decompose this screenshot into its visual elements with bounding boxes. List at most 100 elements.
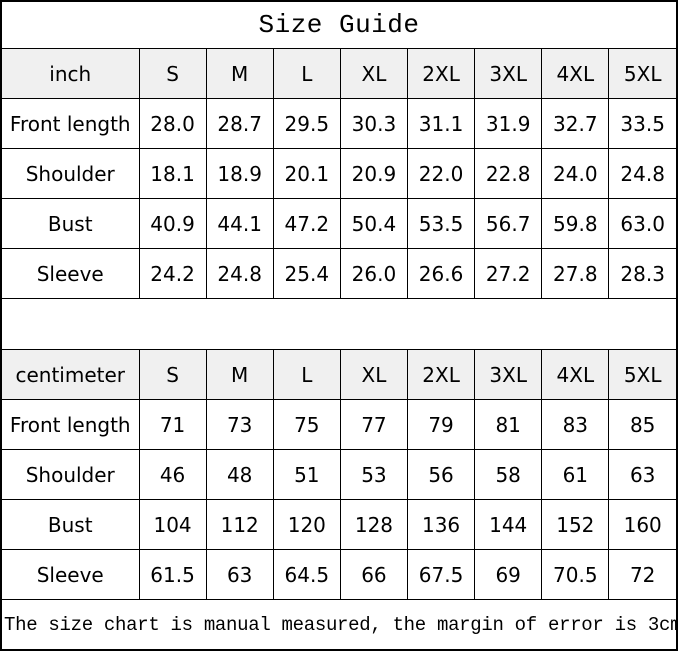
table-row: Bust 104 112 120 128 136 144 152 160 — [2, 499, 676, 550]
table-cell: 61.5 — [138, 549, 207, 600]
table-row: Front length 71 73 75 77 79 81 83 85 — [2, 399, 676, 450]
table-cell: 73 — [205, 399, 274, 450]
table-cell: 67.5 — [406, 549, 476, 600]
unit-header-cell: centimeter — [2, 349, 140, 400]
centimeter-table: centimeter S M L XL 2XL 3XL 4XL 5XL Fron… — [2, 349, 676, 600]
table-cell: 47.2 — [272, 198, 341, 249]
table-cell: 71 — [138, 399, 207, 450]
size-header-cell: 3XL — [474, 349, 543, 400]
table-cell: 25.4 — [272, 248, 341, 299]
row-label: Bust — [2, 499, 140, 550]
table-cell: 61 — [541, 449, 610, 500]
row-label: Shoulder — [2, 449, 140, 500]
table-cell: 85 — [608, 399, 676, 450]
table-spacer — [2, 299, 676, 349]
table-cell: 160 — [608, 499, 676, 550]
table-cell: 58 — [474, 449, 543, 500]
size-header-cell: L — [272, 349, 341, 400]
table-cell: 51 — [272, 449, 341, 500]
row-label: Sleeve — [2, 248, 140, 299]
table-cell: 18.9 — [205, 148, 274, 199]
table-cell: 79 — [406, 399, 476, 450]
table-cell: 27.8 — [541, 248, 610, 299]
table-cell: 28.7 — [205, 98, 274, 149]
table-cell: 24.2 — [138, 248, 207, 299]
size-header-cell: L — [272, 48, 341, 99]
table-cell: 104 — [138, 499, 207, 550]
table-cell: 75 — [272, 399, 341, 450]
size-header-cell: S — [138, 48, 207, 99]
table-cell: 63 — [205, 549, 274, 600]
table-cell: 83 — [541, 399, 610, 450]
table-cell: 63.0 — [608, 198, 676, 249]
inch-header-row: inch S M L XL 2XL 3XL 4XL 5XL — [2, 48, 676, 99]
table-cell: 53 — [339, 449, 409, 500]
table-cell: 30.3 — [339, 98, 409, 149]
footer-note: The size chart is manual measured, the m… — [4, 613, 676, 636]
size-header-cell: 2XL — [406, 48, 476, 99]
size-header-cell: 5XL — [608, 349, 676, 400]
table-cell: 120 — [272, 499, 341, 550]
table-cell: 50.4 — [339, 198, 409, 249]
size-header-cell: 4XL — [541, 48, 610, 99]
table-cell: 33.5 — [608, 98, 676, 149]
size-header-cell: 5XL — [608, 48, 676, 99]
table-cell: 69 — [474, 549, 543, 600]
size-header-cell: M — [205, 349, 274, 400]
table-cell: 64.5 — [272, 549, 341, 600]
table-cell: 20.1 — [272, 148, 341, 199]
table-row: Bust 40.9 44.1 47.2 50.4 53.5 56.7 59.8 … — [2, 198, 676, 249]
row-label: Front length — [2, 399, 140, 450]
table-cell: 32.7 — [541, 98, 610, 149]
page-title: Size Guide — [258, 10, 420, 40]
table-cell: 26.6 — [406, 248, 476, 299]
table-cell: 24.8 — [608, 148, 676, 199]
row-label: Front length — [2, 98, 140, 149]
table-cell: 28.0 — [138, 98, 207, 149]
table-cell: 56 — [406, 449, 476, 500]
unit-header-cell: inch — [2, 48, 140, 99]
table-cell: 46 — [138, 449, 207, 500]
table-cell: 152 — [541, 499, 610, 550]
size-header-cell: M — [205, 48, 274, 99]
row-label: Bust — [2, 198, 140, 249]
table-cell: 81 — [474, 399, 543, 450]
table-row: Front length 28.0 28.7 29.5 30.3 31.1 31… — [2, 98, 676, 149]
row-label: Sleeve — [2, 549, 140, 600]
table-cell: 112 — [205, 499, 274, 550]
table-cell: 22.0 — [406, 148, 476, 199]
table-cell: 22.8 — [474, 148, 543, 199]
table-row: Sleeve 24.2 24.8 25.4 26.0 26.6 27.2 27.… — [2, 248, 676, 299]
table-cell: 56.7 — [474, 198, 543, 249]
row-label: Shoulder — [2, 148, 140, 199]
table-cell: 31.1 — [406, 98, 476, 149]
table-cell: 18.1 — [138, 148, 207, 199]
size-header-cell: S — [138, 349, 207, 400]
table-cell: 27.2 — [474, 248, 543, 299]
size-header-cell: XL — [339, 48, 409, 99]
size-header-cell: XL — [339, 349, 409, 400]
table-cell: 59.8 — [541, 198, 610, 249]
table-cell: 48 — [205, 449, 274, 500]
table-cell: 53.5 — [406, 198, 476, 249]
table-row: Shoulder 18.1 18.9 20.1 20.9 22.0 22.8 2… — [2, 148, 676, 199]
size-header-cell: 2XL — [406, 349, 476, 400]
table-cell: 28.3 — [608, 248, 676, 299]
table-cell: 144 — [474, 499, 543, 550]
table-cell: 44.1 — [205, 198, 274, 249]
table-row: Sleeve 61.5 63 64.5 66 67.5 69 70.5 72 — [2, 549, 676, 600]
table-cell: 63 — [608, 449, 676, 500]
table-cell: 29.5 — [272, 98, 341, 149]
table-cell: 40.9 — [138, 198, 207, 249]
table-cell: 128 — [339, 499, 409, 550]
table-cell: 24.0 — [541, 148, 610, 199]
table-cell: 20.9 — [339, 148, 409, 199]
table-cell: 24.8 — [205, 248, 274, 299]
table-row: Shoulder 46 48 51 53 56 58 61 63 — [2, 449, 676, 500]
centimeter-header-row: centimeter S M L XL 2XL 3XL 4XL 5XL — [2, 349, 676, 400]
table-cell: 72 — [608, 549, 676, 600]
size-header-cell: 3XL — [474, 48, 543, 99]
table-cell: 136 — [406, 499, 476, 550]
table-cell: 26.0 — [339, 248, 409, 299]
